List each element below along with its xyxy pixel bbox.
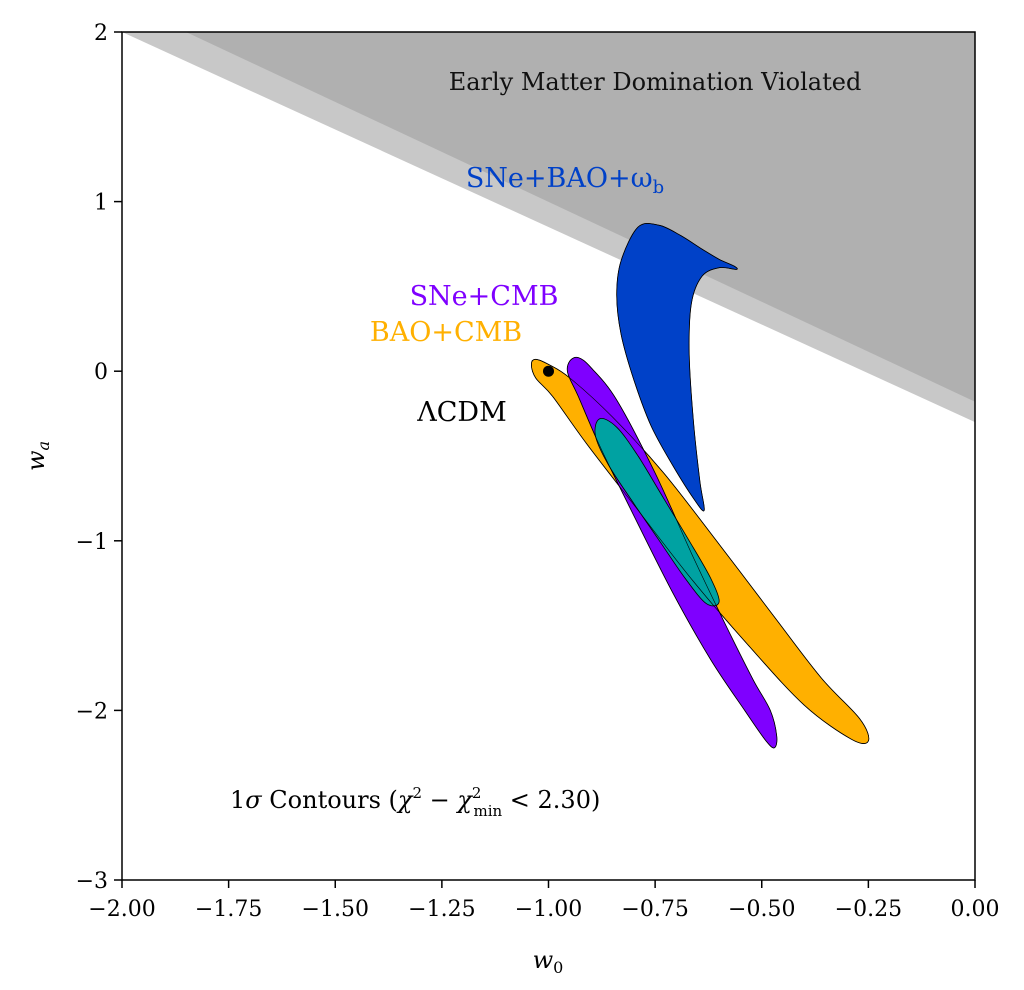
x-tick-label: −0.75 <box>621 897 688 922</box>
legend-label-bao-cmb: BAO+CMB <box>370 317 522 348</box>
y-tick-label: 0 <box>94 360 108 385</box>
x-axis-label: w0 <box>533 946 564 977</box>
axes: −2.00 −1.75 −1.50 −1.25 −1.00 −0.75 −0.50 −0.25… <box>76 21 1000 922</box>
contours-note: 1σ Contours (χ2 − χ2 min < 2.30) <box>230 784 600 820</box>
x-tick-label: −0.50 <box>728 897 795 922</box>
lcdm-point <box>543 365 554 377</box>
y-tick-label: −1 <box>76 530 108 555</box>
x-tick-label: −2.00 <box>88 897 155 922</box>
contour-combined <box>594 418 720 607</box>
y-tick-label: −2 <box>76 699 108 724</box>
excluded-region-1 <box>122 32 975 402</box>
x-tick-label: 0.00 <box>951 897 1000 922</box>
contour-outline <box>566 357 778 749</box>
legend-label-sne-bao-wb: SNe+BAO+ωb <box>466 163 664 198</box>
plot-area <box>122 32 975 749</box>
lcdm-label: ΛCDM <box>416 397 506 428</box>
x-axis-label-sub: 0 <box>553 958 563 977</box>
region-label: Early Matter Domination Violated <box>449 68 862 96</box>
y-axis-label-sub: a <box>34 441 53 451</box>
legend-label-sne-cmb: SNe+CMB <box>410 281 559 312</box>
y-axis-label: wa <box>22 441 53 471</box>
y-tick-label: 2 <box>94 21 108 46</box>
x-tick-label: −1.25 <box>408 897 475 922</box>
x-tick-label: −1.50 <box>302 897 369 922</box>
y-tick-label: 1 <box>94 191 108 216</box>
x-tick-label: −1.00 <box>515 897 582 922</box>
contour-outline <box>531 358 870 744</box>
contour-outline <box>616 223 738 512</box>
x-tick-label: −0.25 <box>835 897 902 922</box>
x-tick-label: −1.75 <box>195 897 262 922</box>
contour-bao-cmb <box>530 358 870 744</box>
y-tick-label: −3 <box>76 869 108 894</box>
